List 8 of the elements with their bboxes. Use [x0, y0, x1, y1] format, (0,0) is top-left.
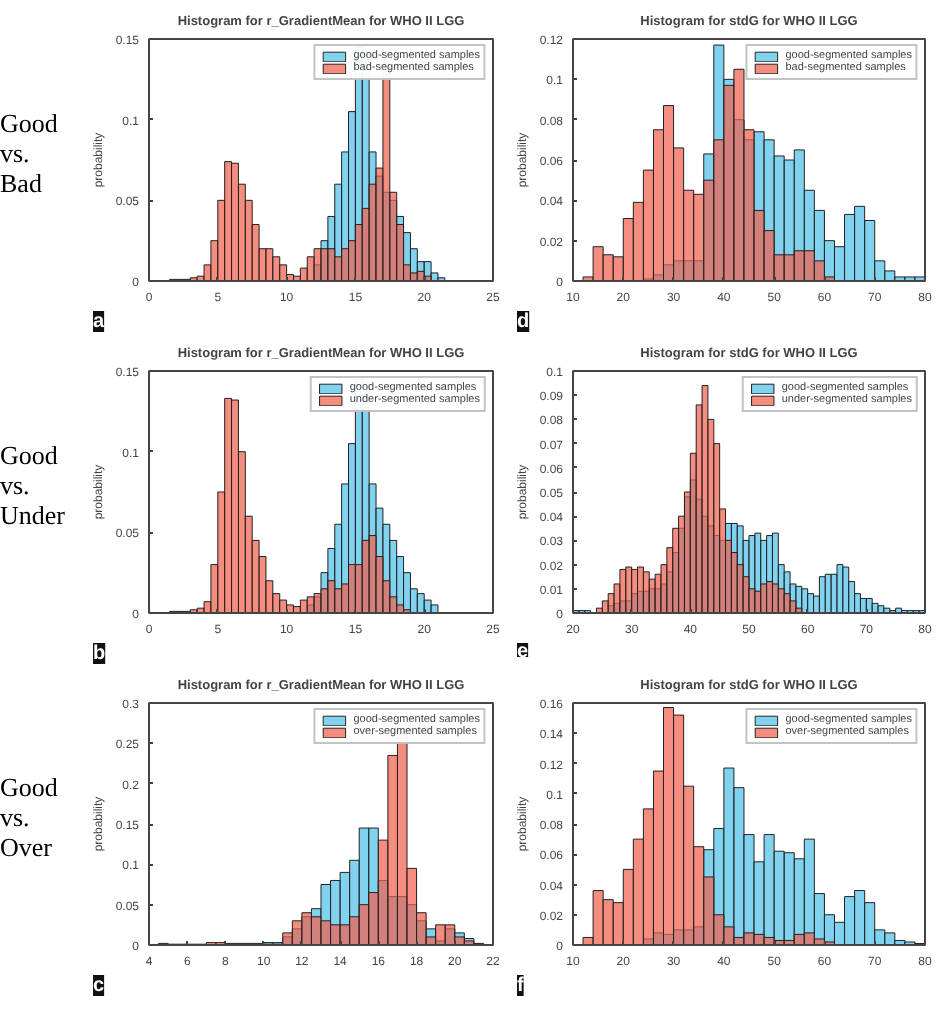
text: e [517, 641, 529, 663]
text: f [517, 975, 525, 997]
text: Good vs. Over [0, 772, 58, 864]
text: d [517, 311, 530, 333]
text: Good vs. Bad [0, 108, 58, 200]
text: b [93, 643, 106, 665]
text: c [93, 975, 105, 997]
text: Good vs. Under [0, 440, 65, 532]
